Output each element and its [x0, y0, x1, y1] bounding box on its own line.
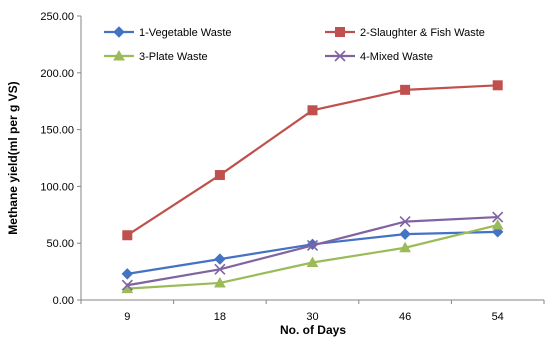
data-point [399, 241, 411, 253]
series-2 [122, 80, 503, 241]
x-tick-label: 9 [124, 311, 130, 323]
series-4 [121, 211, 504, 291]
legend-item: 2-Slaughter & Fish Waste [325, 27, 485, 39]
legend-label: 4-Mixed Waste [360, 51, 433, 63]
legend-label: 3-Plate Waste [139, 51, 208, 63]
data-point [121, 268, 134, 280]
series [121, 80, 504, 294]
x-ticks: 9 18 30 46 54 [80, 300, 545, 323]
series-3 [121, 218, 504, 294]
data-point [122, 230, 133, 241]
y-tick-label: 50.00 [46, 238, 74, 250]
data-point [214, 170, 225, 181]
y-tick-label: 100.00 [40, 181, 74, 193]
data-point [400, 84, 411, 95]
x-tick-label: 54 [492, 311, 504, 323]
series-1 [121, 226, 504, 280]
data-point [492, 211, 504, 223]
x-axis-title: No. of Days [280, 323, 346, 337]
data-point [307, 105, 318, 116]
data-point [492, 80, 503, 91]
y-ticks: 0.00 50.00 100.00 150.00 200.00 250.00 [40, 11, 81, 307]
legend-label: 2-Slaughter & Fish Waste [360, 27, 485, 39]
series-line [127, 215, 498, 287]
legend-label: 1-Vegetable Waste [139, 27, 232, 39]
data-point [491, 218, 504, 230]
data-point [399, 228, 411, 240]
legend-swatch-marker [335, 27, 345, 37]
data-point [399, 216, 411, 228]
y-tick-label: 150.00 [40, 125, 74, 137]
data-point [306, 256, 319, 268]
axes [80, 16, 544, 301]
legend-swatch-marker [113, 49, 125, 61]
data-point [214, 253, 226, 265]
data-point [121, 279, 133, 291]
y-tick-label: 250.00 [40, 11, 74, 23]
x-tick-label: 30 [306, 311, 318, 323]
y-tick-label: 0.00 [53, 295, 74, 307]
data-point [214, 276, 226, 288]
data-point [214, 263, 226, 275]
x-tick-label: 18 [214, 311, 226, 323]
legend-swatch-marker [334, 50, 346, 62]
legend-item: 4-Mixed Waste [325, 50, 433, 63]
legend-item: 3-Plate Waste [104, 49, 208, 63]
x-tick-label: 46 [399, 311, 411, 323]
y-tick-label: 200.00 [40, 68, 74, 80]
legend-swatch-marker [113, 26, 125, 38]
legend-item: 1-Vegetable Waste [104, 26, 232, 39]
legend: 1-Vegetable Waste 2-Slaughter & Fish Wast… [104, 26, 485, 63]
y-axis-title: Methane yield(ml per g VS) [6, 81, 20, 234]
data-point [306, 239, 319, 252]
